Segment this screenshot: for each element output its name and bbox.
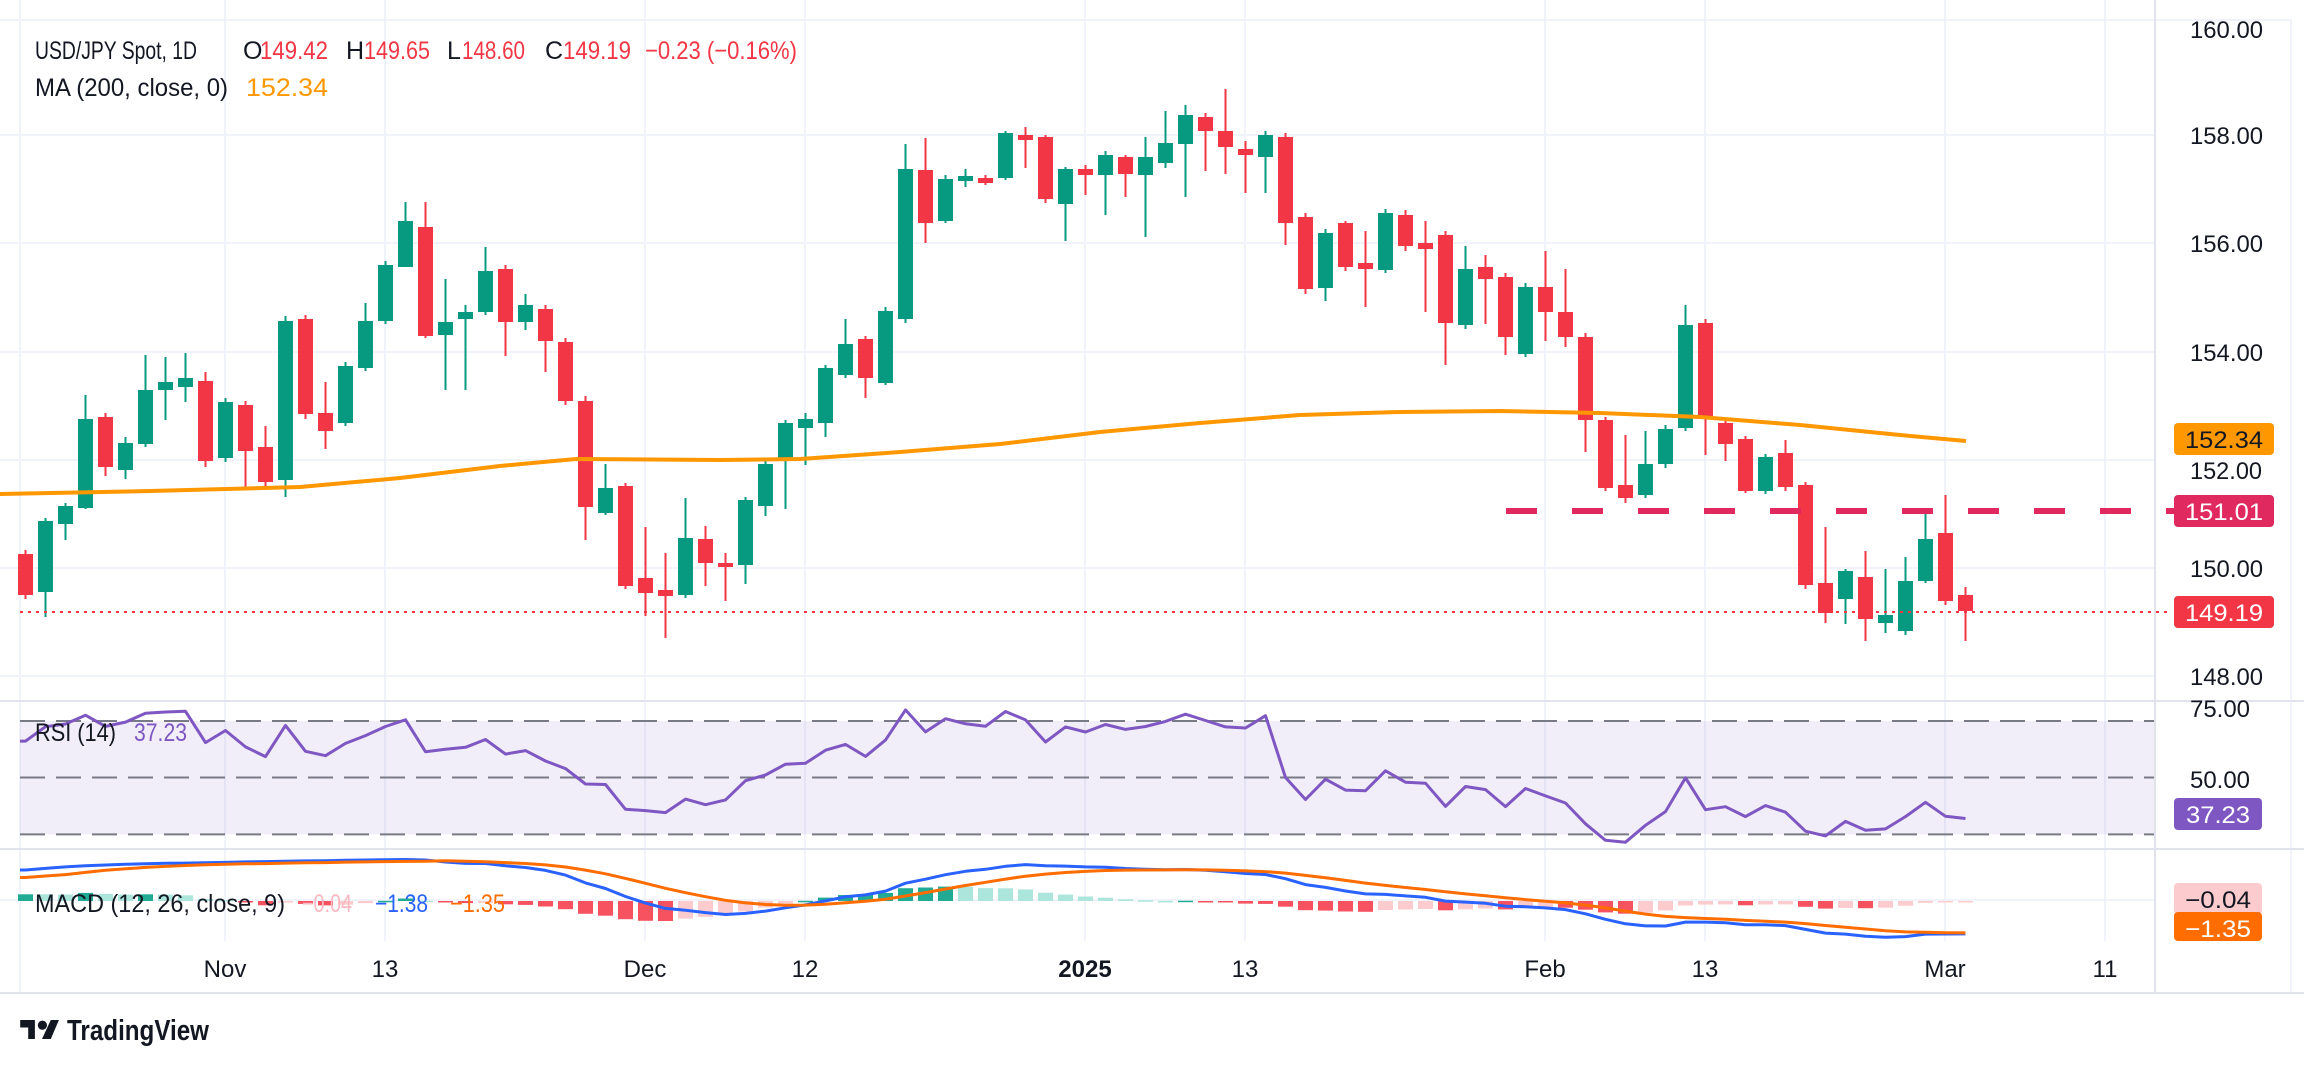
svg-text:MACD (12, 26, close, 9): MACD (12, 26, close, 9) (35, 890, 285, 918)
svg-text:−1.35: −1.35 (450, 890, 505, 918)
svg-text:11: 11 (2093, 956, 2118, 983)
svg-text:−0.04: −0.04 (2185, 887, 2251, 914)
svg-text:2025: 2025 (1058, 956, 1111, 983)
svg-text:−1.35: −1.35 (2185, 916, 2251, 943)
svg-text:156.00: 156.00 (2190, 231, 2263, 258)
svg-text:152.00: 152.00 (2190, 458, 2262, 485)
svg-text:USD/JPY Spot, 1D: USD/JPY Spot, 1D (35, 37, 197, 65)
svg-text:148.00: 148.00 (2190, 664, 2263, 691)
svg-text:−0.04: −0.04 (302, 890, 352, 918)
svg-text:Mar: Mar (1924, 956, 1965, 983)
svg-text:TradingView: TradingView (67, 1015, 209, 1047)
svg-text:37.23: 37.23 (2186, 802, 2250, 829)
svg-text:H: H (346, 37, 364, 65)
svg-text:151.01: 151.01 (2185, 499, 2263, 526)
svg-text:152.34: 152.34 (2185, 427, 2263, 454)
svg-text:160.00: 160.00 (2190, 17, 2263, 44)
svg-text:50.00: 50.00 (2190, 767, 2250, 794)
svg-text:149.42: 149.42 (260, 37, 328, 65)
svg-text:149.19: 149.19 (2185, 600, 2263, 627)
svg-text:MA (200, close, 0): MA (200, close, 0) (35, 74, 228, 102)
svg-text:13: 13 (1692, 956, 1719, 983)
svg-text:C: C (545, 37, 563, 65)
svg-text:12: 12 (792, 956, 819, 983)
svg-text:37.23: 37.23 (134, 719, 187, 747)
svg-text:149.19: 149.19 (563, 37, 631, 65)
svg-text:RSI (14): RSI (14) (35, 719, 116, 747)
svg-text:Nov: Nov (204, 956, 247, 983)
svg-text:149.65: 149.65 (364, 37, 430, 65)
svg-text:Dec: Dec (624, 956, 667, 983)
svg-text:O: O (243, 37, 262, 65)
svg-text:150.00: 150.00 (2190, 556, 2263, 583)
svg-text:L: L (447, 37, 461, 65)
svg-text:148.60: 148.60 (462, 37, 525, 65)
svg-text:154.00: 154.00 (2190, 340, 2263, 367)
svg-text:75.00: 75.00 (2190, 696, 2250, 723)
svg-text:−1.38: −1.38 (375, 890, 428, 918)
svg-text:Feb: Feb (1524, 956, 1565, 983)
svg-text:158.00: 158.00 (2190, 123, 2263, 150)
svg-text:13: 13 (372, 956, 399, 983)
svg-text:152.34: 152.34 (246, 74, 328, 102)
svg-text:13: 13 (1232, 956, 1259, 983)
svg-text:−0.23 (−0.16%): −0.23 (−0.16%) (645, 37, 797, 65)
